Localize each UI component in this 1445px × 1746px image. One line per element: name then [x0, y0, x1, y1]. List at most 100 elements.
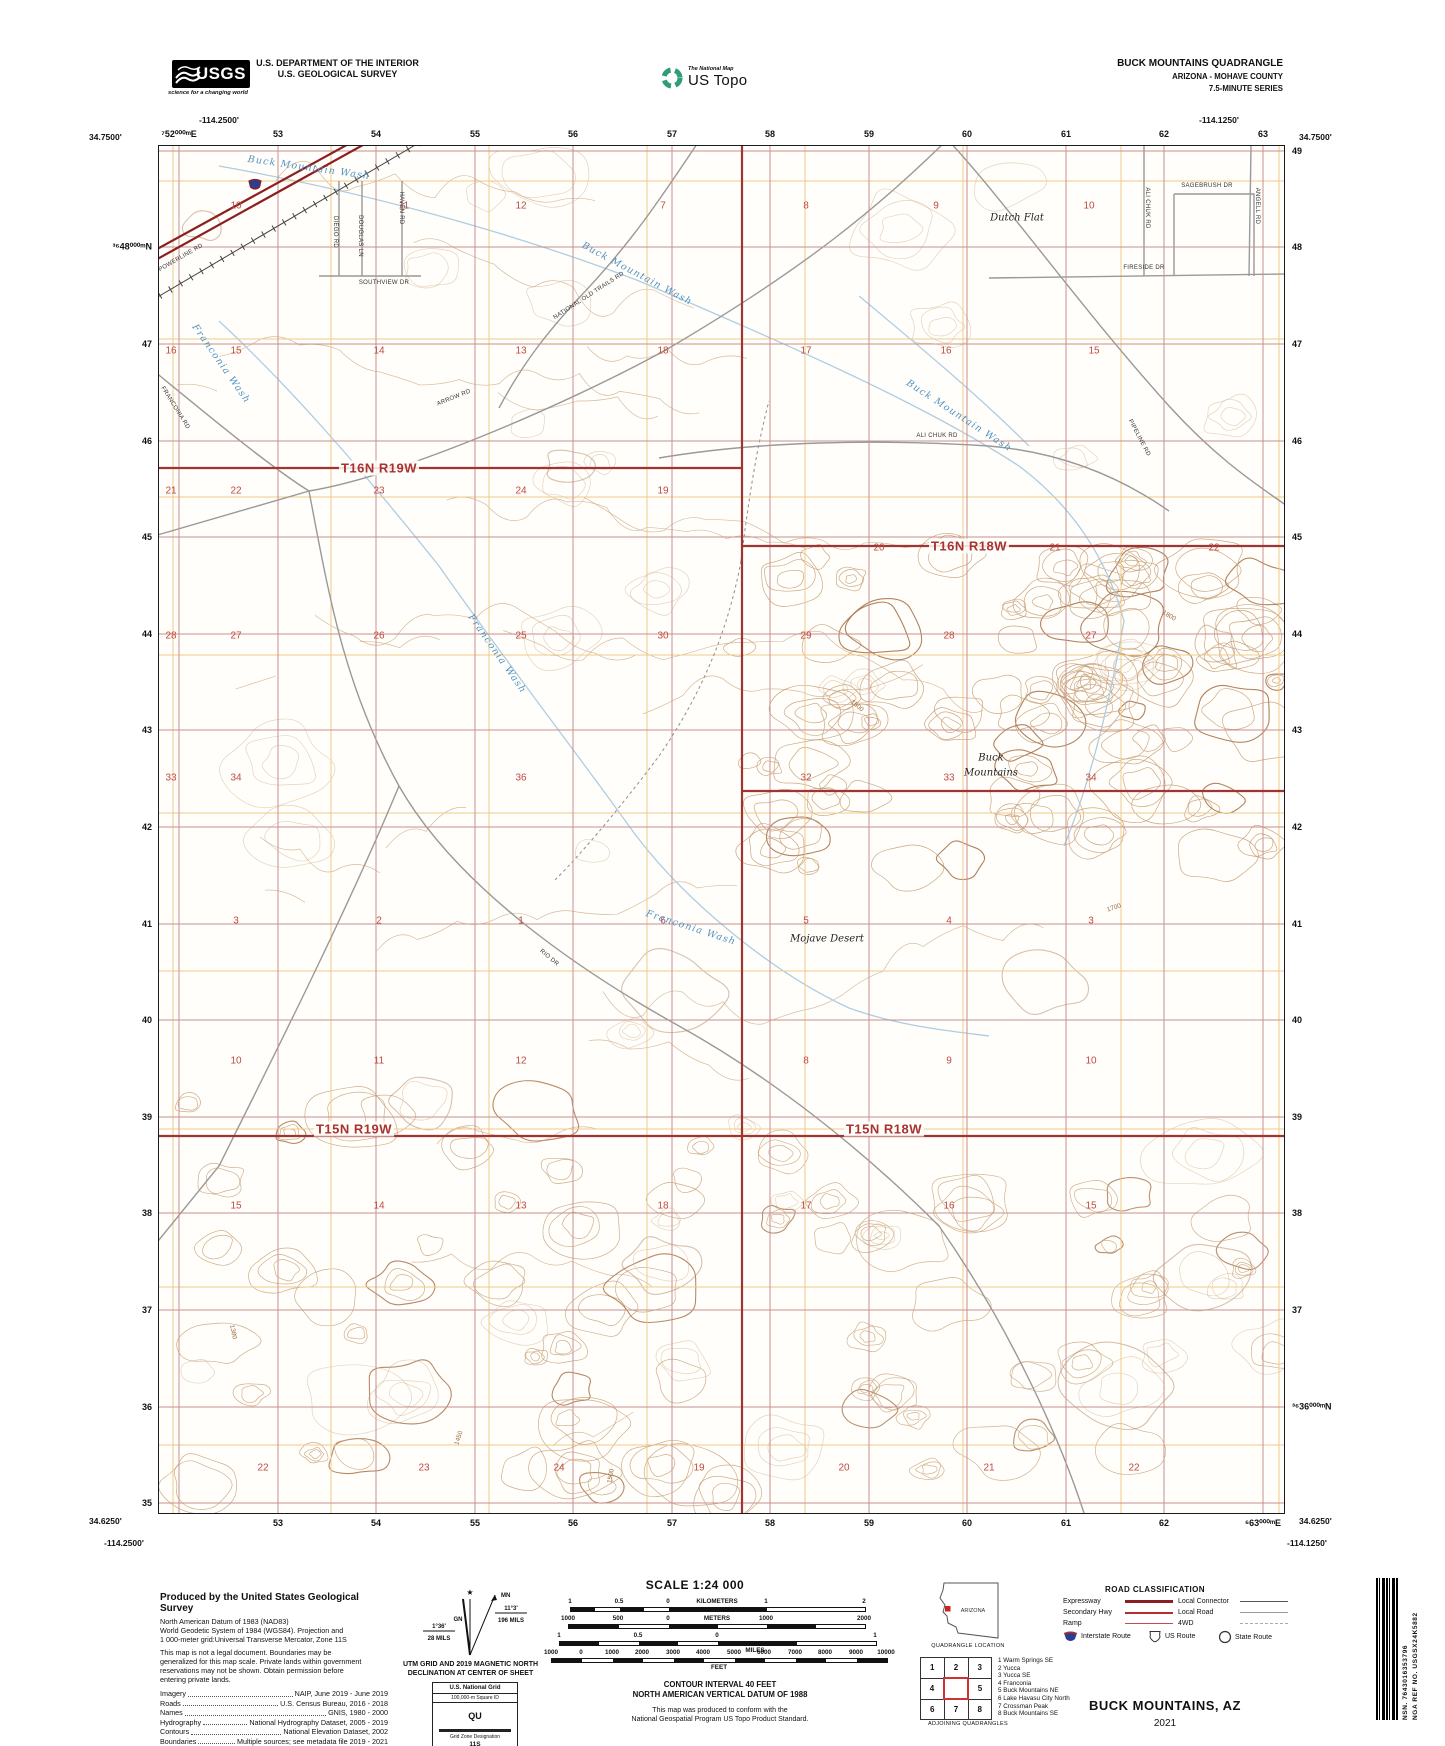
scale-bar-label: 1 [568, 1598, 572, 1605]
road-label: NATIONAL OLD TRAILS RD [552, 270, 626, 322]
usng-box: U.S. National Grid 100,000-m Square ID Q… [432, 1682, 518, 1746]
grid-tick-right: 37 [1292, 1305, 1303, 1315]
railroad [159, 146, 421, 301]
scale-bar-label: 2 [862, 1598, 866, 1605]
section-number: 27 [230, 630, 242, 642]
grid-tick-top: 62 [1158, 129, 1170, 139]
section-number: 22 [257, 1462, 269, 1474]
grid-tick-bottom: 62 [1158, 1518, 1170, 1528]
scale-bar-segment [857, 1659, 887, 1662]
contour-interval: CONTOUR INTERVAL 40 FEET [663, 1680, 777, 1689]
grid-tick-top: 63 [1257, 129, 1269, 139]
place-label: Buck [978, 752, 1004, 764]
section-number: 16 [165, 345, 177, 357]
plss-section-lines-layer [159, 146, 1284, 1513]
corner-coordinate: 34.7500' [1299, 132, 1332, 142]
scale-bar-segment [571, 1608, 595, 1611]
section-number: 9 [933, 200, 939, 212]
svg-text:GN: GN [454, 1617, 463, 1623]
adjoining-quadrangles-list: 1 Warm Springs SE 2 Yucca 3 Yucca SE 4 Fran… [998, 1657, 1070, 1718]
credit-row: Hydrography National Hydrography Dataset,… [160, 1717, 388, 1727]
local-road-line-sample [1240, 1612, 1288, 1613]
scale-bar-label: 7000 [787, 1649, 803, 1656]
section-number: 21 [165, 485, 177, 497]
scale-bar [570, 1607, 866, 1612]
scale-bar-segment [560, 1642, 599, 1645]
list-item: 6 Lake Havasu City North [998, 1694, 1070, 1702]
vertical-datum: NORTH AMERICAN VERTICAL DATUM OF 1988 [632, 1690, 808, 1699]
section-number: 12 [515, 1055, 527, 1067]
ramp-line-sample [1125, 1623, 1173, 1624]
connector-line-sample [1240, 1601, 1288, 1602]
section-number: 25 [515, 630, 527, 642]
scale-bar-label: 0 [579, 1649, 583, 1656]
grid-tick-top: 56 [567, 129, 579, 139]
grid-tick-right: 40 [1292, 1015, 1303, 1025]
legend-us-route: US Route [1148, 1630, 1195, 1643]
contour-elevation-label: 1600 [849, 698, 865, 714]
grid-tick-top: 61 [1060, 129, 1072, 139]
svg-text:ARIZONA: ARIZONA [961, 1608, 986, 1614]
grid-tick-bottom: 60 [961, 1518, 973, 1528]
list-item: This map is not a legal document. Bounda… [160, 1648, 332, 1657]
wash-label: Franconia Wash [644, 908, 738, 948]
scale-bar-label: KILOMETERS [696, 1598, 738, 1605]
section-number: 15 [230, 345, 242, 357]
grid-tick-left: 41 [141, 919, 152, 929]
legend-state-route: State Route [1218, 1630, 1272, 1644]
declination-caption: UTM GRID AND 2019 MAGNETIC NORTH DECLINA… [378, 1660, 563, 1678]
quad-location-marker [945, 1606, 951, 1612]
road-label: ALI CHUK RD [916, 433, 958, 439]
section-number: 2 [376, 915, 382, 927]
section-number: 36 [515, 772, 527, 784]
wash-label: Buck Mountain Wash [246, 153, 372, 183]
grid-tick-left: 37 [141, 1305, 152, 1315]
section-number: 15 [1085, 1200, 1097, 1212]
map-area: T16N R19W T16N R18W T15N R19W T15N R18W 10 11… [89, 115, 1332, 1548]
section-number: 23 [418, 1462, 430, 1474]
arizona-outline-map: ARIZONA [939, 1582, 999, 1639]
current-quad-cell [943, 1677, 969, 1700]
legend-4wd: 4WD [1178, 1620, 1288, 1627]
grid-tick-bottom: 57 [666, 1518, 678, 1528]
section-number: 16 [943, 1200, 955, 1212]
grid-tick-bottom: 53 [272, 1518, 284, 1528]
grid-tick-left: 38 [141, 1208, 152, 1218]
legend-interstate-route: Interstate Route [1063, 1630, 1131, 1643]
section-number: 28 [943, 630, 955, 642]
section-number: 20 [838, 1462, 850, 1474]
ustopo-title: US Topo [688, 72, 748, 89]
grid-tick-bottom: 58 [764, 1518, 776, 1528]
list-item: reservations may not be shown. Obtain pe… [160, 1666, 344, 1675]
usng-zone-label: Grid Zone Designation [449, 1733, 501, 1740]
list-item: 1 000-meter grid:Universal Transverse Me… [160, 1635, 347, 1644]
list-item: World Geodetic System of 1984 (WGS84). P… [160, 1626, 344, 1635]
section-number: 19 [693, 1462, 705, 1474]
list-item: 8 Buck Mountains SE [998, 1710, 1059, 1718]
grid-tick-right: 48 [1292, 242, 1303, 252]
credit-row: Imagery NAIP, June 2019 - June 2019 [160, 1689, 388, 1698]
usgs-logo: USGS [172, 60, 250, 88]
contour-elevation-label: 1800 [1160, 609, 1178, 623]
section-number: 12 [515, 200, 527, 212]
section-number: 8 [803, 1055, 809, 1067]
grid-tick-bottom: 61 [1060, 1518, 1072, 1528]
credit-rows: Imagery NAIP, June 2019 - June 2019 Roads U… [160, 1689, 388, 1746]
list-item: generalized for this map scale. Private … [160, 1657, 362, 1666]
grid-tick-bottom: ⁶63⁰⁰⁰ᵐE [1244, 1518, 1282, 1528]
section-number: 34 [230, 772, 242, 784]
section-number: 20 [873, 542, 885, 554]
scale-bar-label: 1000 [560, 1615, 576, 1622]
list-item: 2 Yucca [998, 1664, 1021, 1672]
section-number: 15 [1088, 345, 1100, 357]
section-number: 30 [657, 630, 669, 642]
grid-tick-left: 46 [141, 436, 152, 446]
corner-coordinate: -114.1250' [1199, 115, 1239, 125]
scale-bar [568, 1624, 866, 1629]
list-item: 5 Buck Mountains NE [998, 1687, 1059, 1695]
list-item: North American Datum of 1983 (NAD83) [160, 1617, 289, 1626]
legend-secondary: Secondary Hwy [1063, 1609, 1173, 1616]
svg-text:196 MILS: 196 MILS [498, 1618, 524, 1624]
grid-tick-top: 54 [370, 129, 382, 139]
